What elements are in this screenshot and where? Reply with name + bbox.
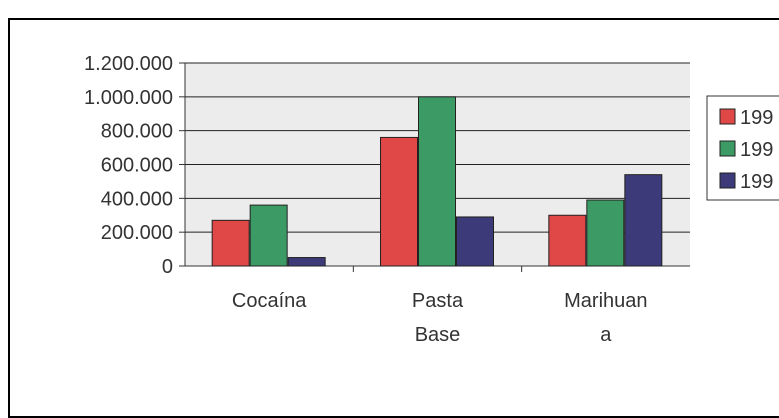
legend-swatch — [719, 172, 736, 189]
x-category-label: Pasta — [412, 290, 464, 312]
legend-label: 199 — [740, 171, 773, 193]
y-tick-label: 200.000 — [101, 222, 173, 244]
legend-swatch — [719, 140, 736, 157]
legend: 199 199 199 — [706, 95, 779, 201]
bar — [418, 96, 456, 267]
y-tick-label: 400.000 — [101, 188, 173, 210]
legend-label: 199 — [740, 107, 773, 129]
x-category-label: Base — [415, 324, 461, 346]
y-tick-label: 800.000 — [101, 121, 173, 143]
x-category-label: Marihuan — [564, 290, 647, 312]
bar — [624, 174, 663, 267]
legend-label: 199 — [740, 139, 773, 161]
y-tick-label: 0 — [162, 256, 173, 278]
x-category-label: a — [600, 324, 612, 346]
bars — [211, 96, 663, 267]
bar — [548, 214, 587, 267]
bar — [249, 204, 288, 267]
y-tick-label: 600.000 — [101, 155, 173, 177]
bar — [287, 257, 326, 267]
bar — [456, 216, 494, 267]
bar — [211, 219, 250, 267]
bar-chart: 0 200.000 400.000 600.000 800.000 1.000.000 1.… — [84, 53, 779, 346]
y-tick-label: 1.200.000 — [84, 53, 173, 75]
x-category-label: Cocaína — [232, 290, 307, 312]
legend-box — [706, 95, 779, 201]
bar — [380, 136, 418, 267]
y-tick-label: 1.000.000 — [84, 87, 173, 109]
bar — [586, 199, 625, 267]
legend-swatch — [719, 108, 736, 125]
